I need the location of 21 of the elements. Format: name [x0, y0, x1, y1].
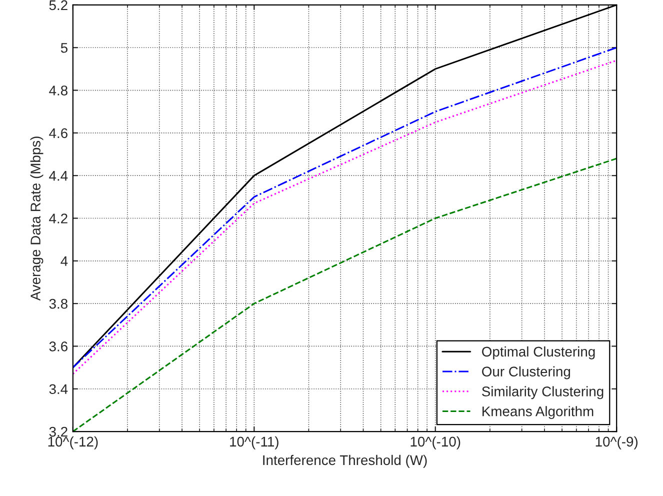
legend-label: Similarity Clustering	[482, 386, 604, 400]
x-tick-label: 10^(-11)	[230, 436, 278, 450]
y-tick-label: 5	[60, 43, 68, 53]
y-tick-label: 3.2	[49, 426, 68, 437]
x-tick-label: 10^(-12)	[48, 436, 98, 450]
y-tick-label: 4	[60, 256, 68, 266]
legend-label: Optimal Clustering	[482, 346, 595, 360]
y-tick-label: 4.6	[49, 128, 68, 138]
x-tick-label: 10^(-9)	[596, 436, 638, 450]
x-axis-title: Interference Threshold (W)	[263, 454, 427, 468]
y-tick-label: 3.6	[49, 342, 68, 352]
legend-label: Our Clustering	[482, 366, 570, 380]
legend-label: Kmeans Algorithm	[482, 406, 594, 420]
y-tick-label: 4.8	[49, 86, 68, 96]
y-tick-label: 4.4	[49, 171, 68, 181]
x-tick-label: 10^(-10)	[410, 436, 460, 450]
y-tick-label: 4.2	[49, 214, 68, 224]
y-tick-label: 3.8	[49, 298, 68, 309]
y-tick-label: 3.4	[49, 384, 68, 394]
y-axis-title: Average Data Rate (Mbps)	[30, 136, 44, 301]
y-tick-label: 5.2	[49, 0, 68, 10]
